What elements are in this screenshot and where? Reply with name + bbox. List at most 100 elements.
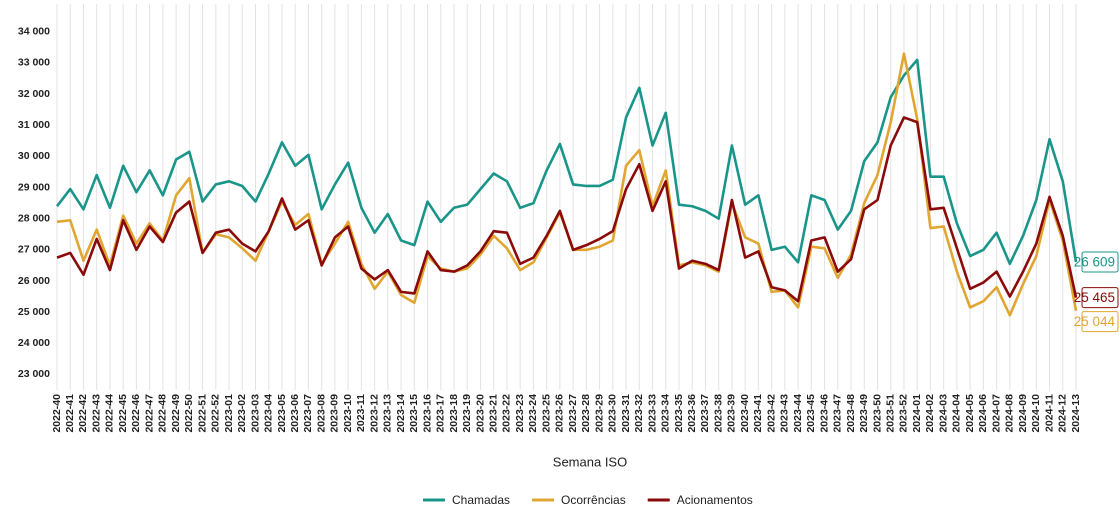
x-tick-label: 2024-10: [1030, 394, 1042, 433]
series-line: [55, 58, 1078, 266]
x-tick-label: 2023-35: [673, 394, 685, 433]
series-line: [56, 52, 1078, 317]
x-tick-label: 2022-41: [64, 394, 76, 433]
x-tick-label: 2023-30: [607, 394, 619, 433]
y-tick-label: 23 000: [18, 368, 50, 380]
x-tick-label: 2023-12: [368, 394, 380, 433]
x-tick-label: 2022-40: [51, 394, 63, 433]
x-tick-label: 2022-42: [77, 394, 89, 433]
x-tick-label: 2023-05: [276, 394, 288, 433]
end-label: 26 609: [1074, 251, 1119, 273]
x-tick-label: 2023-46: [818, 394, 830, 433]
x-tick-label: 2023-03: [249, 394, 261, 433]
x-tick-label: 2024-04: [951, 394, 963, 433]
end-label-text: 26 609: [1074, 255, 1115, 270]
legend-label: Ocorrências: [561, 493, 626, 507]
x-tick-label: 2024-09: [1017, 394, 1029, 433]
x-tick-label: 2023-08: [315, 394, 327, 433]
x-tick-label: 2023-23: [514, 394, 526, 433]
end-label-box: [1081, 311, 1119, 333]
x-tick-label: 2023-26: [554, 394, 566, 433]
x-tick-label: 2023-37: [699, 394, 711, 433]
x-tick-label: 2024-01: [911, 394, 923, 433]
x-tick-label: 2023-36: [686, 394, 698, 433]
x-tick-label: 2023-32: [633, 394, 645, 433]
x-tick-label: 2023-43: [779, 394, 791, 433]
end-label-text: 25 465: [1074, 290, 1115, 305]
legend: Chamadas Ocorrências Acionamentos: [423, 493, 753, 507]
x-tick-label: 2022-48: [157, 394, 169, 433]
end-label: 25 044: [1074, 311, 1119, 333]
y-tick-label: 27 000: [18, 244, 50, 256]
x-tick-label: 2023-31: [620, 394, 632, 433]
y-tick-label: 30 000: [18, 150, 50, 162]
x-tick-label: 2023-18: [448, 394, 460, 433]
x-tick-label: 2022-52: [210, 394, 222, 433]
x-tick-label: 2023-21: [487, 394, 499, 433]
x-tick-label: 2023-04: [263, 394, 275, 433]
end-label-text: 25 044: [1074, 314, 1116, 329]
x-tick-label: 2023-14: [395, 394, 407, 433]
legend-label: Chamadas: [452, 493, 510, 507]
x-tick-label: 2023-38: [712, 394, 724, 433]
x-tick-label: 2023-16: [421, 394, 433, 433]
x-tick-label: 2023-44: [792, 394, 804, 433]
x-tick-label: 2023-34: [660, 394, 672, 433]
y-tick-label: 29 000: [18, 181, 50, 193]
x-tick-label: 2022-46: [130, 394, 142, 433]
series-line: [56, 116, 1078, 303]
x-tick-label: 2024-06: [977, 394, 989, 433]
end-label-box: [1081, 251, 1119, 273]
x-tick-label: 2023-48: [845, 394, 857, 433]
x-tick-label: 2023-22: [501, 394, 513, 433]
x-tick-label: 2022-49: [170, 394, 182, 433]
y-tick-label: 34 000: [18, 26, 50, 38]
x-tick-label: 2023-19: [461, 394, 473, 433]
y-tick-label: 25 000: [18, 306, 50, 318]
x-tick-label: 2024-13: [1070, 394, 1082, 433]
x-tick-label: 2023-15: [408, 394, 420, 433]
end-label-box: [1081, 287, 1119, 309]
x-tick-label: 2024-05: [964, 394, 976, 433]
y-tick-label: 28 000: [18, 212, 50, 224]
x-tick-label: 2023-39: [726, 394, 738, 433]
x-tick-label: 2023-01: [223, 394, 235, 433]
x-tick-label: 2024-03: [937, 394, 949, 433]
x-tick-label: 2023-45: [805, 394, 817, 433]
y-tick-label: 26 000: [18, 275, 50, 287]
x-tick-label: 2023-24: [527, 394, 539, 433]
x-tick-label: 2023-29: [593, 394, 605, 433]
x-tick-label: 2022-50: [183, 394, 195, 433]
x-tick-label: 2022-44: [104, 394, 116, 433]
x-tick-label: 2023-02: [236, 394, 248, 433]
y-tick-label: 32 000: [18, 88, 50, 100]
x-tick-label: 2023-28: [580, 394, 592, 433]
x-tick-label: 2023-06: [289, 394, 301, 433]
x-tick-label: 2023-09: [329, 394, 341, 433]
end-label: 25 465: [1074, 287, 1119, 309]
x-tick-label: 2023-17: [435, 394, 447, 433]
x-tick-label: 2023-49: [858, 394, 870, 433]
y-tick-label: 31 000: [18, 119, 50, 131]
x-tick-label: 2023-51: [885, 394, 897, 433]
x-tick-label: 2022-51: [196, 394, 208, 433]
x-tick-label: 2023-10: [342, 394, 354, 433]
x-tick-label: 2023-47: [832, 394, 844, 433]
x-tick-label: 2023-33: [646, 394, 658, 433]
x-tick-label: 2024-08: [1004, 394, 1016, 433]
x-tick-label: 2024-11: [1043, 394, 1055, 432]
x-tick-label: 2023-41: [752, 394, 764, 433]
x-tick-label: 2024-02: [924, 394, 936, 433]
y-tick-label: 24 000: [18, 337, 50, 349]
x-tick-label: 2022-45: [117, 394, 129, 433]
x-tick-label: 2023-40: [739, 394, 751, 433]
x-tick-label: 2023-27: [567, 394, 579, 433]
x-tick-label: 2023-11: [355, 394, 367, 432]
x-tick-label: 2023-42: [765, 394, 777, 433]
x-tick-label: 2023-07: [302, 394, 314, 433]
x-tick-label: 2023-13: [382, 394, 394, 433]
x-tick-label: 2023-25: [540, 394, 552, 433]
x-tick-label: 2023-52: [898, 394, 910, 433]
x-tick-label: 2022-47: [143, 394, 155, 433]
